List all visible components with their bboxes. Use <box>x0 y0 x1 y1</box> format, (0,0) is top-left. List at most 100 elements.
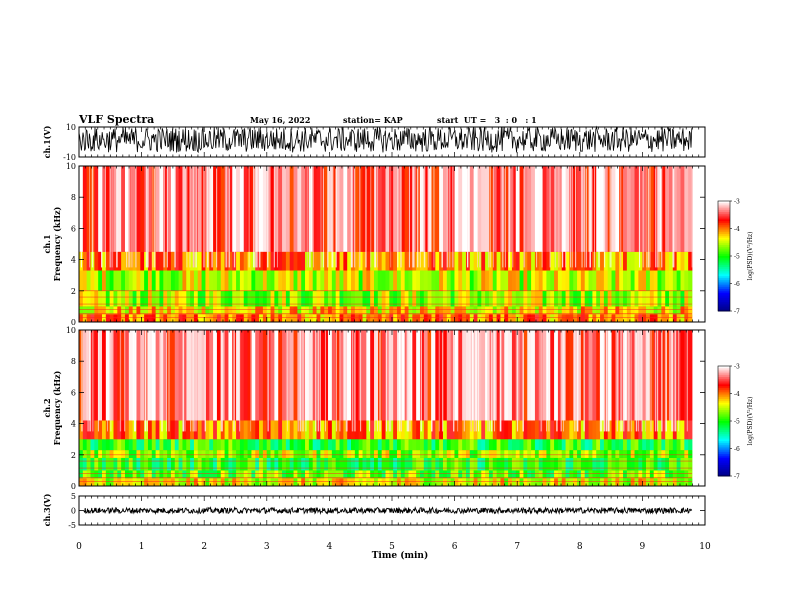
spectrogram-cell <box>408 470 413 479</box>
spectrogram-cell <box>400 314 406 322</box>
spectrogram-cell <box>439 470 444 479</box>
spectrogram-cell <box>485 470 490 479</box>
spectrogram-cell <box>600 457 605 471</box>
spectrogram-cell <box>550 330 555 421</box>
spectrogram-cell <box>335 450 340 458</box>
spectrogram-cell <box>500 314 505 322</box>
spectrogram-cell <box>473 306 478 315</box>
spectrogram-streak <box>192 330 194 432</box>
spectrogram-cell <box>151 439 157 451</box>
colorbar-cell <box>718 468 730 471</box>
spectrogram-cell <box>113 330 118 421</box>
spectrogram-cell <box>140 457 145 471</box>
spectrogram-cell <box>266 290 271 307</box>
spectrogram-cell <box>469 314 475 322</box>
spectrogram-cell <box>435 290 440 307</box>
colorbar-cell <box>718 237 730 240</box>
colorbar-cell <box>718 367 730 371</box>
spectrogram-cell <box>688 314 693 322</box>
spectrogram-cell <box>416 439 421 451</box>
spectrogram-cell <box>481 251 486 271</box>
spectrogram-streak <box>195 166 197 268</box>
spectrogram-cell <box>504 314 509 322</box>
spectrogram-cell <box>301 306 306 315</box>
spectrogram-cell <box>190 166 195 252</box>
spectrogram-cell <box>538 166 543 252</box>
spectrogram-cell <box>178 166 183 252</box>
spectrogram-cell <box>282 478 287 486</box>
spectrogram-cell <box>596 457 601 471</box>
spectrogram-cell <box>485 270 490 291</box>
spectrogram-cell <box>623 478 628 486</box>
spectrogram-cell <box>412 470 417 479</box>
spectrogram-streak <box>276 166 278 268</box>
spectrogram-cell <box>527 478 532 486</box>
spectrogram-streak <box>256 166 258 268</box>
colorbar-cell <box>718 276 730 279</box>
spectrogram-cell <box>561 457 566 471</box>
spectrogram-cell <box>519 420 524 440</box>
spectrogram-cell <box>400 306 406 315</box>
spectrogram-cell <box>669 478 674 486</box>
spectrogram-cell <box>255 420 260 440</box>
spectrogram-cell <box>144 439 149 451</box>
spectrogram-streak <box>620 330 622 432</box>
spectrogram-cell <box>121 314 126 322</box>
spectrogram-cell <box>462 270 467 291</box>
spectrogram-cell <box>197 251 202 271</box>
spectrogram-cell <box>462 439 467 451</box>
spectrogram-cell <box>496 439 501 451</box>
spectrogram-cell <box>308 290 314 307</box>
x-tick-label: 4 <box>327 542 333 552</box>
spectrogram-cell <box>236 478 241 486</box>
spectrogram-streak <box>327 166 329 268</box>
spectrogram-cell <box>243 290 248 307</box>
colorbar-tick-label: -7 <box>734 474 740 481</box>
spectrogram-cell <box>546 251 551 271</box>
spectrogram-cell <box>669 251 674 271</box>
spectrogram-cell <box>396 439 402 451</box>
spectrogram-cell <box>680 420 685 440</box>
spectrogram-streak <box>105 166 106 268</box>
spectrogram-cell <box>534 457 540 471</box>
y-tick-label: 4 <box>71 256 76 265</box>
spectrogram-cell <box>213 470 218 479</box>
y-tick-label: 6 <box>71 388 76 397</box>
colorbar-tick-label: -3 <box>734 364 740 371</box>
spectrogram-cell <box>657 470 662 479</box>
spectrogram-cell <box>101 478 107 486</box>
spectrogram-cell <box>205 306 210 315</box>
spectrogram-cell <box>163 270 168 291</box>
spectrogram-cell <box>381 330 386 421</box>
spectrogram-cell <box>262 420 268 440</box>
colorbar-cell <box>718 245 730 248</box>
spectrogram-cell <box>504 306 509 315</box>
spectrogram-cell <box>676 439 681 451</box>
spectrogram-streak <box>431 330 433 432</box>
spectrogram-cell <box>109 450 114 458</box>
spectrogram-cell <box>454 306 459 315</box>
spectrogram-cell <box>213 439 218 451</box>
spectrogram-cell <box>224 470 229 479</box>
spectrogram-streak <box>111 166 113 268</box>
spectrogram-cell <box>182 251 187 271</box>
spectrogram-cell <box>155 306 160 315</box>
spectrogram-cell <box>634 439 639 451</box>
spectrogram-cell <box>649 457 655 471</box>
spectrogram-cell <box>592 457 597 471</box>
spectrogram-cell <box>324 420 329 440</box>
spectrogram-cell <box>672 166 678 252</box>
spectrogram-cell <box>228 457 233 471</box>
spectrogram-cell <box>274 270 279 291</box>
spectrogram-cell <box>485 314 490 322</box>
spectrogram-cell <box>316 478 321 486</box>
spectrogram-cell <box>400 270 406 291</box>
spectrogram-cell <box>239 251 245 271</box>
spectrogram-cell <box>274 457 279 471</box>
spectrogram-cell <box>669 439 674 451</box>
spectrogram-cell <box>688 457 693 471</box>
spectrogram-cell <box>174 330 180 421</box>
spectrogram-cell <box>243 457 248 471</box>
spectrogram-cell <box>419 457 425 471</box>
spectrogram-cell <box>193 306 199 315</box>
